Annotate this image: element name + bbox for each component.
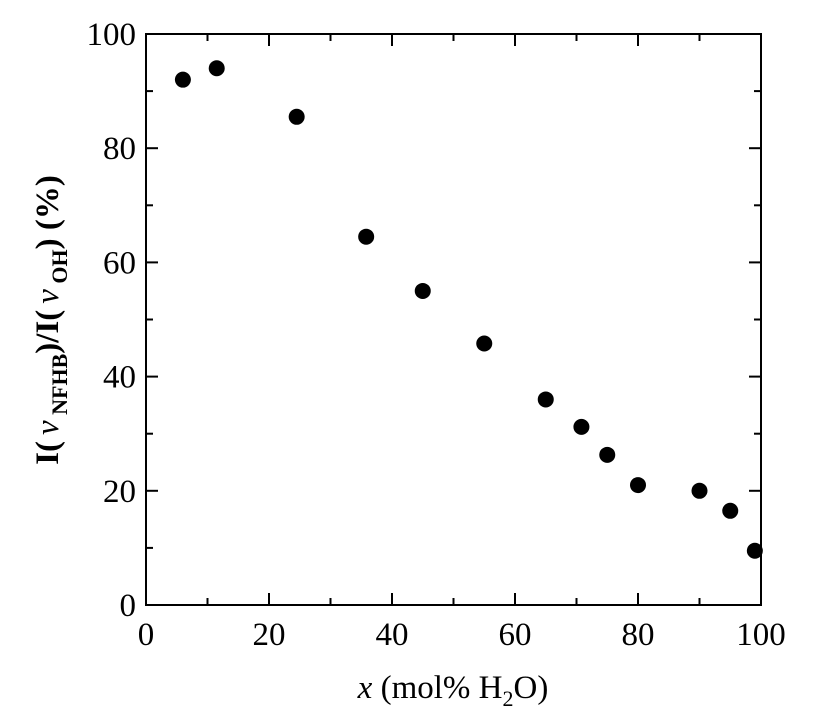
data-point bbox=[537, 391, 554, 408]
data-point bbox=[691, 482, 708, 499]
x-axis-label-subscript: 2 bbox=[502, 686, 513, 711]
y-axis-label-sub-1: NFHB bbox=[47, 353, 72, 420]
data-point bbox=[414, 282, 431, 299]
x-tick-label: 60 bbox=[499, 617, 532, 653]
data-point bbox=[288, 108, 305, 125]
data-point bbox=[599, 446, 616, 463]
data-point bbox=[174, 71, 191, 88]
x-axis-label-text: (mol% H bbox=[372, 670, 502, 706]
y-tick-label: 40 bbox=[103, 360, 136, 396]
x-axis-label-tail: O) bbox=[513, 670, 548, 706]
y-tick-label: 0 bbox=[120, 588, 137, 624]
y-tick-labels: 0 20 40 60 80 100 bbox=[87, 17, 137, 624]
x-tick-label: 100 bbox=[736, 617, 786, 653]
x-tick-label: 20 bbox=[253, 617, 286, 653]
data-point bbox=[722, 502, 739, 519]
y-axis-label-nu-2: ν bbox=[30, 289, 66, 304]
x-axis-label-variable: x bbox=[357, 670, 373, 706]
x-tick-labels: 0 20 40 60 80 100 bbox=[138, 617, 786, 653]
y-tick-label: 60 bbox=[103, 245, 136, 281]
x-tick-label: 40 bbox=[376, 617, 409, 653]
y-axis-label: I( ν NFHB)/I( ν OH) (%) bbox=[30, 175, 72, 465]
data-point bbox=[746, 542, 763, 559]
axis-ticks bbox=[145, 33, 762, 606]
y-axis-label-part-3: ) (%) bbox=[30, 175, 66, 249]
data-point bbox=[573, 418, 590, 435]
y-tick-label: 100 bbox=[87, 17, 137, 53]
x-axis-label: x (mol% H2O) bbox=[357, 670, 549, 711]
data-point bbox=[358, 228, 375, 245]
plot-frame bbox=[145, 33, 762, 606]
data-point bbox=[476, 335, 493, 352]
y-tick-label: 80 bbox=[103, 131, 136, 167]
data-points bbox=[174, 60, 763, 559]
data-point bbox=[208, 60, 225, 77]
y-axis-label-part-2: )/I( bbox=[30, 310, 66, 354]
y-axis-label-part-1: I( bbox=[30, 441, 66, 465]
y-axis-label-sub-2: OH bbox=[47, 249, 72, 289]
y-tick-label: 20 bbox=[103, 474, 136, 510]
y-axis-label-nu-1: ν bbox=[30, 420, 66, 435]
x-tick-label: 0 bbox=[138, 617, 155, 653]
x-tick-label: 80 bbox=[622, 617, 655, 653]
data-point bbox=[630, 477, 646, 494]
